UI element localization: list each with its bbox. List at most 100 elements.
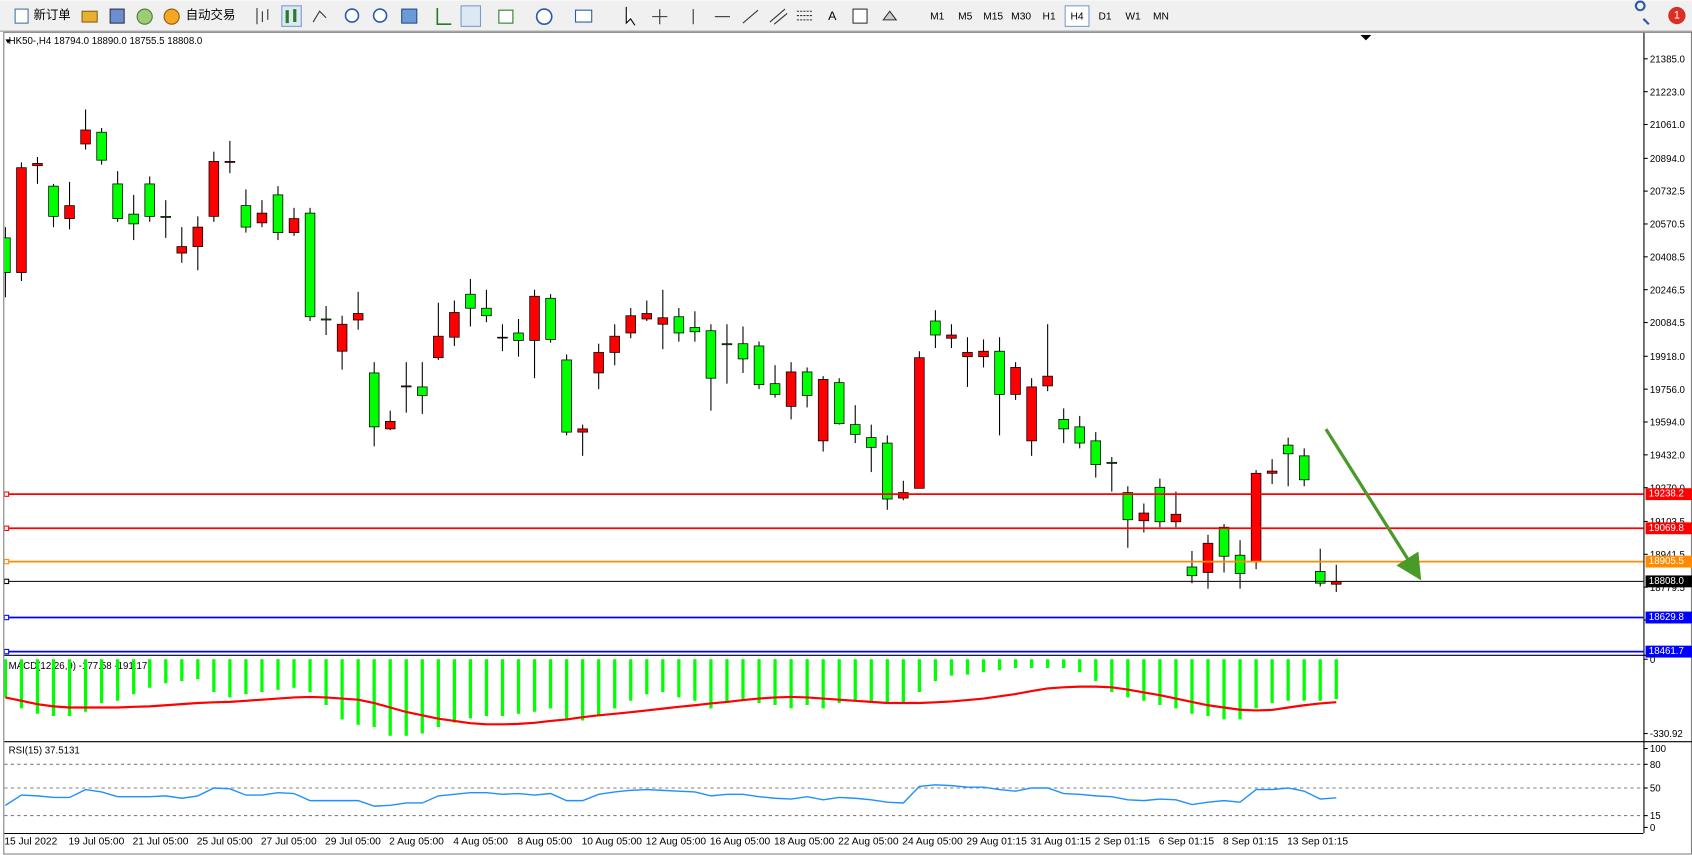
shift-icon[interactable] bbox=[460, 5, 482, 27]
cursor-icon[interactable] bbox=[625, 6, 636, 26]
candle-body bbox=[80, 129, 91, 145]
level-handle[interactable] bbox=[4, 578, 10, 585]
candle-body bbox=[914, 357, 925, 489]
x-tick-label: 31 Aug 01:15 bbox=[1031, 836, 1092, 847]
zoom-in-icon[interactable] bbox=[344, 8, 360, 23]
toolbar-buttons: 新订单 自动交易 A 1 bbox=[14, 0, 1686, 27]
candle-body bbox=[112, 183, 123, 219]
candle-body bbox=[705, 330, 717, 379]
level-handle[interactable] bbox=[4, 648, 10, 655]
candle-body bbox=[1074, 426, 1085, 444]
signals-icon[interactable] bbox=[136, 8, 153, 25]
candle-body bbox=[304, 212, 316, 318]
y-tick-label: 20246.5 bbox=[1650, 285, 1685, 296]
candle-body bbox=[1298, 455, 1310, 481]
candle-body bbox=[192, 226, 204, 247]
candle-body bbox=[64, 205, 75, 219]
crosshair-icon[interactable] bbox=[652, 9, 668, 25]
y-tick-label: 19432.0 bbox=[1650, 450, 1686, 461]
level-handle[interactable] bbox=[4, 614, 10, 621]
rsi-title: RSI(15) 37.5131 bbox=[9, 745, 80, 756]
level-handle[interactable] bbox=[4, 558, 10, 565]
candle-body bbox=[529, 295, 540, 341]
timeframe-button[interactable]: H1 bbox=[1043, 11, 1056, 22]
level-handle[interactable] bbox=[4, 525, 10, 531]
level-handle[interactable] bbox=[4, 491, 10, 497]
fibo-icon[interactable] bbox=[796, 10, 812, 21]
candle-body bbox=[208, 161, 220, 217]
candle-body bbox=[801, 371, 813, 396]
bar-chart-icon[interactable] bbox=[256, 8, 269, 25]
candle-body bbox=[32, 163, 43, 167]
timeframe-button[interactable]: MN bbox=[1153, 11, 1169, 22]
tile-icon[interactable] bbox=[401, 8, 418, 24]
timeframe-button[interactable]: W1 bbox=[1125, 11, 1141, 22]
text-icon[interactable]: A bbox=[828, 9, 837, 23]
x-tick-label: 19 Jul 05:00 bbox=[68, 836, 124, 847]
x-tick-label: 15 Jul 2022 bbox=[4, 836, 57, 847]
candle-body bbox=[721, 343, 733, 346]
candle-body bbox=[16, 167, 27, 273]
autoscroll-icon[interactable] bbox=[436, 8, 452, 26]
market-icon[interactable] bbox=[81, 10, 98, 23]
timeframe-button[interactable]: M15 bbox=[983, 11, 1003, 22]
new-order-icon[interactable] bbox=[14, 8, 29, 24]
timeframe-button[interactable]: M30 bbox=[1011, 11, 1031, 22]
line-chart-icon[interactable] bbox=[312, 10, 327, 23]
y-tick-label: 20084.5 bbox=[1650, 318, 1685, 329]
candle-chart-icon[interactable] bbox=[281, 5, 302, 27]
notification-badge[interactable] bbox=[1668, 6, 1686, 25]
timeframe-selected[interactable] bbox=[1064, 5, 1090, 27]
candle-body bbox=[272, 194, 284, 233]
candle-body bbox=[96, 131, 107, 161]
trendline-icon[interactable] bbox=[742, 9, 759, 24]
y-tick-label: 19756.0 bbox=[1650, 385, 1686, 396]
timeframe-button[interactable]: D1 bbox=[1098, 11, 1111, 22]
level-price-label: 18905.5 bbox=[1649, 556, 1684, 567]
candle-body bbox=[368, 372, 380, 428]
templates-icon[interactable] bbox=[574, 9, 593, 23]
candle-body bbox=[224, 161, 236, 163]
candle-body bbox=[417, 386, 428, 396]
candle-body bbox=[288, 218, 300, 233]
search-icon[interactable] bbox=[1634, 0, 1650, 25]
y-tick-label: 20894.0 bbox=[1650, 154, 1686, 165]
shapes-icon[interactable] bbox=[882, 10, 898, 21]
x-tick-label: 2 Sep 01:15 bbox=[1095, 836, 1151, 847]
candle-body bbox=[978, 350, 989, 358]
candle-body bbox=[849, 424, 861, 435]
timeframe-button[interactable]: H4 bbox=[1071, 11, 1084, 22]
candle-body bbox=[1058, 418, 1069, 430]
channel-icon[interactable] bbox=[769, 8, 788, 25]
macd-title: MACD(12,26,9) -177.58 -191.17 bbox=[9, 661, 148, 672]
candle-body bbox=[641, 313, 653, 320]
level-price-label: 19238.2 bbox=[1649, 489, 1684, 500]
periods-icon[interactable] bbox=[535, 8, 553, 26]
x-tick-label: 12 Aug 05:00 bbox=[646, 836, 707, 847]
auto-trading-button[interactable]: 自动交易 bbox=[186, 7, 236, 22]
candle-body bbox=[785, 371, 797, 407]
x-tick-label: 24 Aug 05:00 bbox=[902, 836, 963, 847]
auto-trading-icon[interactable] bbox=[163, 8, 180, 25]
candle-body bbox=[577, 428, 588, 433]
new-order-button[interactable]: 新订单 bbox=[33, 7, 70, 22]
indicators-icon[interactable] bbox=[498, 9, 514, 24]
candle-body bbox=[144, 183, 155, 217]
zoom-out-icon[interactable] bbox=[372, 8, 388, 23]
candle-body bbox=[1314, 571, 1326, 584]
candle-body bbox=[625, 315, 636, 334]
y-tick-label: 80 bbox=[1650, 760, 1661, 771]
navigator-icon[interactable] bbox=[109, 8, 125, 24]
y-tick-label: 21223.0 bbox=[1650, 87, 1686, 98]
timeframe-button[interactable]: M5 bbox=[958, 11, 973, 22]
axes: 21385.0 21223.0 21061.0 20894.0 20732.5 20570… bbox=[4, 54, 1692, 847]
x-tick-label: 10 Aug 05:00 bbox=[582, 836, 643, 847]
candle-body bbox=[593, 352, 604, 374]
notification-count: 1 bbox=[1674, 9, 1680, 21]
candle-body bbox=[1042, 375, 1053, 387]
timeframe-button[interactable]: M1 bbox=[930, 11, 945, 22]
candle-body bbox=[673, 316, 685, 334]
label-icon[interactable] bbox=[852, 8, 868, 24]
candle-body bbox=[497, 336, 508, 339]
